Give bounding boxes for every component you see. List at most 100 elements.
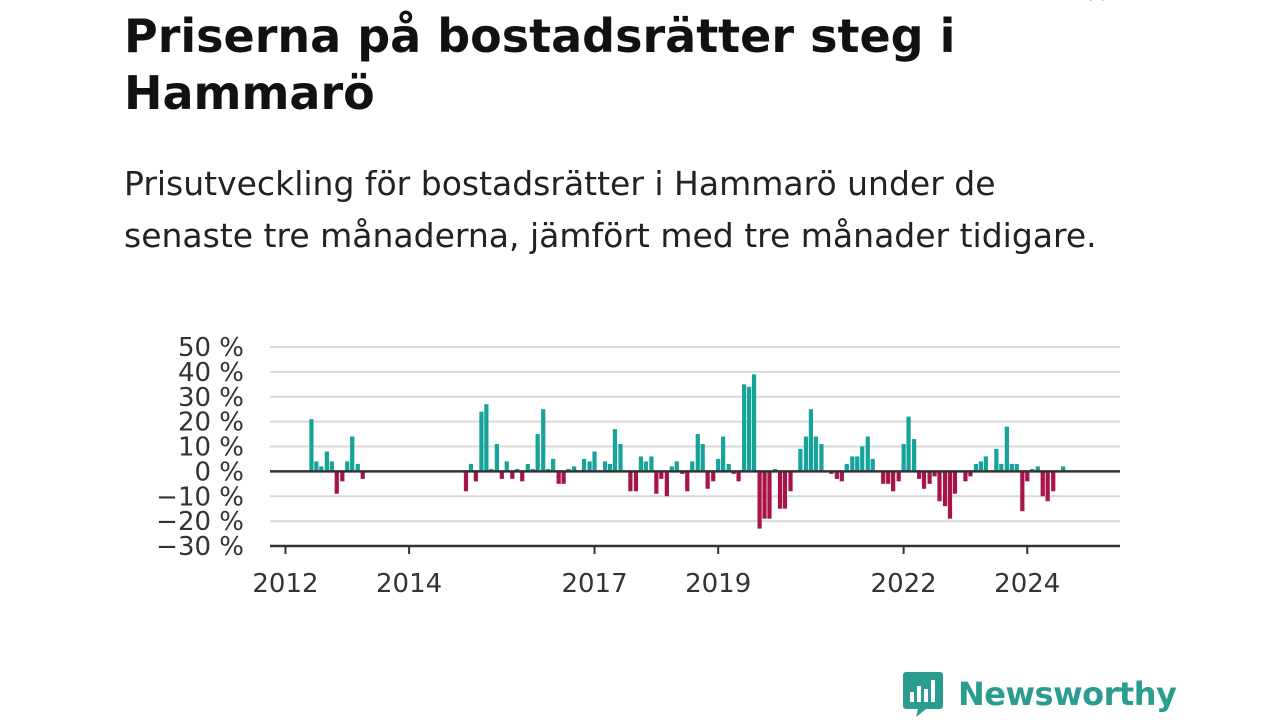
- bar: [839, 471, 844, 482]
- bar: [921, 471, 927, 489]
- bar: [535, 434, 540, 472]
- bar: [607, 463, 613, 472]
- bar: [808, 409, 814, 472]
- bar: [602, 461, 608, 472]
- bar: [525, 463, 530, 472]
- bar: [643, 461, 648, 472]
- bar: [973, 463, 979, 472]
- bar: [340, 471, 345, 482]
- bar: [870, 458, 875, 472]
- bar: [757, 471, 762, 529]
- bar: [664, 471, 669, 497]
- chart-title: Priserna på bostadsrätter steg i Hammarö: [124, 9, 956, 120]
- bar: [360, 471, 365, 479]
- bar: [309, 419, 314, 472]
- bar: [334, 471, 339, 494]
- bar: [700, 444, 705, 472]
- bar: [319, 466, 324, 472]
- bar: [541, 409, 546, 472]
- bar: [947, 471, 953, 519]
- bar: [345, 461, 350, 472]
- y-tick-label: 20 %: [178, 408, 244, 438]
- bar: [592, 451, 597, 472]
- bar: [669, 466, 674, 472]
- grid-lines: [270, 346, 1120, 523]
- bar: [751, 374, 757, 472]
- bar: [572, 466, 577, 472]
- bar: [746, 386, 752, 472]
- bar: [932, 471, 937, 477]
- y-axis-labels: 50 %40 %30 %20 %10 %0 %−10 %−20 %−30 %: [156, 333, 244, 562]
- y-tick-label: −20 %: [156, 507, 244, 537]
- x-axis-labels: 2012 2014 2017 2019 2022 2024: [252, 569, 1060, 599]
- bar: [510, 471, 515, 479]
- bar: [721, 436, 726, 472]
- bar: [314, 461, 319, 472]
- brand-logo: Newsworthy: [902, 670, 1177, 718]
- bar: [855, 456, 860, 472]
- bar: [896, 471, 901, 482]
- bar: [690, 461, 695, 472]
- bar: [479, 411, 484, 472]
- y-tick-label: 0 %: [194, 457, 244, 487]
- bar: [819, 444, 824, 472]
- bar: [978, 461, 984, 472]
- bar: [798, 448, 803, 472]
- bar: [963, 471, 968, 482]
- brand-name: Newsworthy: [958, 675, 1177, 713]
- y-tick-label: −10 %: [156, 482, 244, 512]
- bar: [556, 471, 561, 484]
- bar: [844, 463, 849, 472]
- bar: [1040, 471, 1045, 497]
- bar: [886, 471, 891, 484]
- bars: [309, 374, 1066, 529]
- bar: [355, 463, 360, 472]
- bar: [736, 471, 741, 482]
- bar: [834, 471, 839, 479]
- x-tick-label: 2022: [871, 569, 937, 599]
- bar: [551, 458, 556, 472]
- bar: [891, 471, 896, 492]
- bar: [777, 471, 783, 509]
- bar: [952, 471, 958, 494]
- bar: [659, 471, 664, 479]
- bar: [1045, 471, 1050, 502]
- bar: [1061, 466, 1066, 472]
- y-tick-label: 10 %: [178, 433, 244, 463]
- bar: [994, 448, 999, 472]
- bar: [654, 471, 659, 494]
- bar: [767, 471, 772, 519]
- bar: [520, 471, 525, 482]
- y-tick-label: −30 %: [156, 532, 244, 562]
- bar: [324, 451, 329, 472]
- bar: [711, 471, 716, 482]
- bar: [1009, 463, 1014, 472]
- bar: [1004, 426, 1009, 472]
- bar: [674, 461, 679, 472]
- bar: [705, 471, 710, 489]
- bar: [860, 446, 865, 472]
- bar: [473, 471, 478, 482]
- bar: [685, 471, 690, 492]
- bar: [999, 463, 1004, 472]
- bar: [463, 471, 469, 492]
- bar: [968, 471, 973, 477]
- bar: [484, 404, 489, 472]
- bar: [726, 463, 731, 472]
- last-value-label: 2 %: [1059, 0, 1109, 7]
- x-tick-label: 2012: [252, 569, 318, 599]
- x-tick-label: 2014: [376, 569, 442, 599]
- bar: [1035, 466, 1040, 472]
- bar: [504, 461, 509, 472]
- bar: [742, 384, 747, 472]
- bar: [803, 436, 809, 472]
- bar: [850, 456, 855, 472]
- bar: [788, 471, 793, 492]
- bar: [499, 471, 504, 479]
- bar: [633, 471, 639, 492]
- bar: [762, 471, 767, 519]
- bar: [649, 456, 654, 472]
- bar: [813, 436, 818, 472]
- bar: [912, 439, 917, 472]
- bar: [581, 458, 587, 472]
